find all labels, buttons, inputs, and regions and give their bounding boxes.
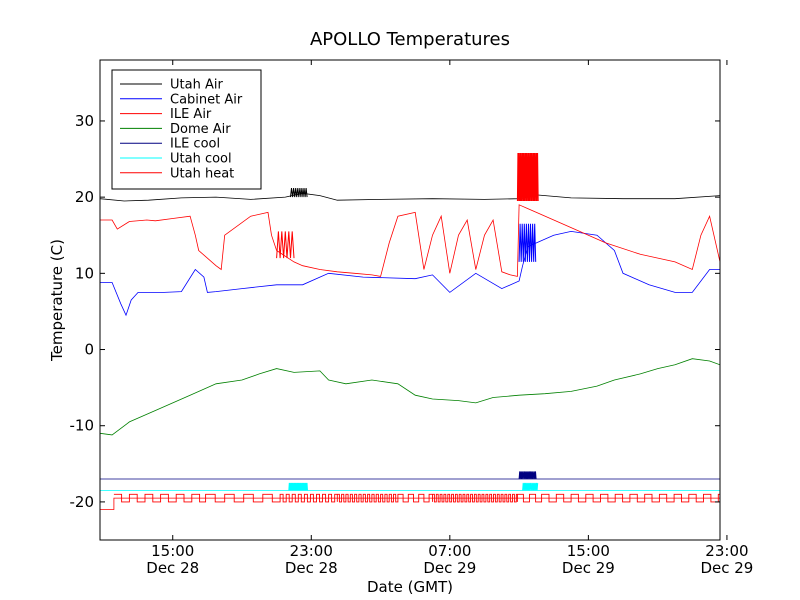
burst-utah-cool-5	[288, 482, 308, 491]
series-line-utah-heat	[100, 497, 720, 510]
legend-label-cabinet-air: Cabinet Air	[170, 92, 243, 107]
y-tick-label: 10	[75, 264, 94, 282]
legend-label-dome-air: Dome Air	[170, 122, 231, 137]
x-tick-date: Dec 28	[146, 559, 199, 577]
y-tick-label: -10	[70, 417, 95, 435]
y-tick-label: 20	[75, 188, 94, 206]
x-tick-time: 15:00	[151, 542, 194, 560]
burst-cabinet-air-3	[518, 223, 537, 262]
x-tick-date: Dec 29	[562, 559, 615, 577]
chart-title: APOLLO Temperatures	[310, 29, 510, 50]
legend-label-utah-air: Utah Air	[170, 78, 223, 93]
burst-utah-air-0	[290, 187, 308, 198]
legend-label-utah-heat: Utah heat	[170, 166, 234, 181]
burst-utah-cool-6	[522, 482, 539, 491]
burst-ile-air-2	[516, 152, 539, 202]
x-tick-date: Dec 29	[423, 559, 476, 577]
series-line-utah-air	[100, 192, 720, 202]
legend-label-ile-cool: ILE cool	[170, 137, 220, 152]
x-tick-date: Dec 28	[285, 559, 338, 577]
series-layer	[100, 152, 720, 510]
series-line-cabinet-air	[100, 230, 720, 317]
legend-label-utah-cool: Utah cool	[170, 152, 232, 167]
series-line-dome-air	[100, 358, 720, 436]
plot-frame	[99, 59, 721, 541]
x-tick-time: 23:00	[705, 542, 748, 560]
legend-box	[111, 69, 262, 190]
y-tick-label: 0	[84, 341, 94, 359]
burst-ile-air-1	[276, 231, 295, 259]
y-axis-label: Temperature (C)	[48, 239, 66, 362]
y-tick-label: -20	[70, 493, 95, 511]
x-axis-label: Date (GMT)	[367, 578, 453, 596]
x-tick-date: Dec 29	[700, 559, 753, 577]
x-tick-time: 07:00	[428, 542, 471, 560]
x-tick-time: 15:00	[567, 542, 610, 560]
burst-ile-cool-4	[518, 471, 537, 480]
series-line-ile-air	[100, 204, 720, 277]
y-tick-label: 30	[75, 112, 94, 130]
pulse-utah-heat-0	[113, 493, 720, 503]
legend-label-ile-air: ILE Air	[170, 107, 212, 122]
x-tick-time: 23:00	[290, 542, 333, 560]
